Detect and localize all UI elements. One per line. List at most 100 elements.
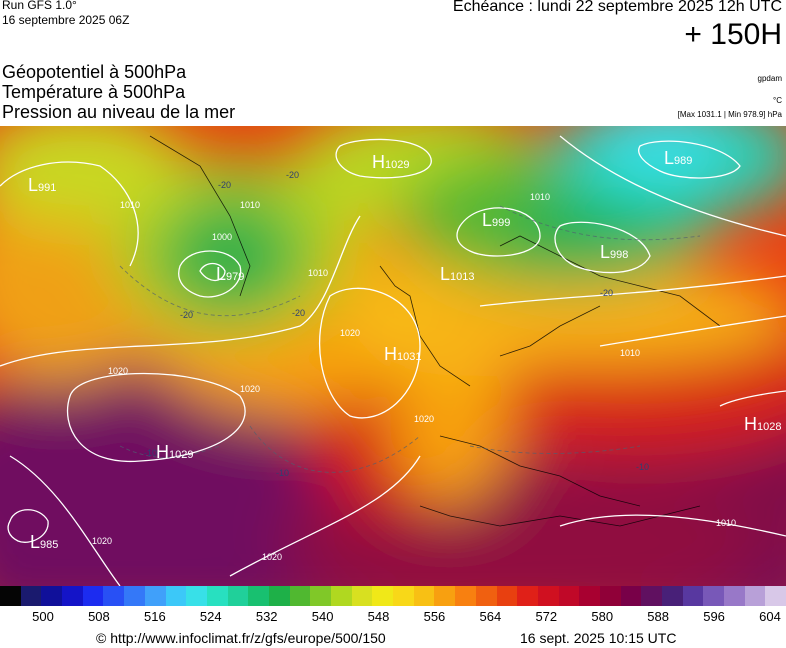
colorbar-cell [41, 586, 63, 606]
colorbar-cell [62, 586, 83, 606]
colorbar-cell [0, 586, 21, 606]
pressure-center: H1028 [744, 414, 781, 434]
colorbar-label: 572 [535, 609, 558, 624]
isobar-label: 1000 [212, 232, 232, 242]
colorbar-cell [517, 586, 538, 606]
colorbar-cell [475, 586, 497, 606]
colorbar [0, 586, 786, 606]
colorbar-cell [103, 586, 125, 606]
colorbar-label: 540 [311, 609, 334, 624]
pressure-center-value: 985 [40, 539, 58, 551]
pressure-center: H1031 [384, 344, 421, 364]
unit-temperature: °C [773, 96, 782, 105]
pressure-center-value: 1029 [385, 159, 409, 171]
pressure-center-value: 998 [610, 249, 628, 261]
pressure-center-kind: L [664, 148, 674, 168]
temperature-label: -20 [286, 170, 299, 180]
isotherms [119, 205, 701, 473]
pressure-center-value: 1028 [757, 421, 781, 433]
temperature-label: -20 [600, 288, 613, 298]
pressure-center-kind: H [384, 344, 397, 364]
isobar-label: 1010 [308, 268, 328, 278]
colorbar-cell [393, 586, 414, 606]
forecast-valid-time: Echéance : lundi 22 septembre 2025 12h U… [452, 0, 782, 15]
isobar-label: 1010 [716, 518, 736, 528]
source-url: © http://www.infoclimat.fr/z/gfs/europe/… [96, 630, 386, 646]
colorbar-cell [144, 586, 166, 606]
temperature-label: -20 [180, 310, 193, 320]
isobar-label: 1010 [240, 200, 260, 210]
colorbar-cell [434, 586, 456, 606]
colorbar-cell [310, 586, 331, 606]
isobar-label: 1010 [120, 200, 140, 210]
colorbar-label: 516 [143, 609, 166, 624]
pressure-center-kind: H [372, 152, 385, 172]
lead-time: + 150H [684, 18, 782, 51]
temperature-label: -10 [276, 468, 289, 478]
colorbar-cell [20, 586, 42, 606]
pressure-center: H1029 [156, 442, 193, 462]
pressure-center: L991 [28, 175, 56, 195]
colorbar-cell [206, 586, 228, 606]
pressure-center-value: 979 [226, 271, 244, 283]
run-label: Run GFS 1.0° [2, 0, 77, 12]
pressure-center-kind: H [156, 442, 169, 462]
isobar-label: 1020 [262, 552, 282, 562]
pressure-center-value: 999 [492, 217, 510, 229]
weather-map: H1029 L991 L979 H1031 L1013 L999 L998 L9… [0, 126, 786, 586]
pressure-minmax: [Max 1031.1 | Min 978.9] hPa [677, 110, 782, 119]
temperature-label: -10 [144, 448, 157, 458]
coastlines [149, 135, 721, 527]
colorbar-cell [641, 586, 662, 606]
colorbar-label: 548 [367, 609, 390, 624]
colorbar-cell [82, 586, 104, 606]
pressure-center-kind: L [216, 264, 226, 284]
colorbar-cell [413, 586, 435, 606]
colorbar-label: 604 [759, 609, 781, 624]
colorbar-cell [186, 586, 207, 606]
colorbar-cell [558, 586, 580, 606]
colorbar-cell [227, 586, 249, 606]
colorbar-cell [165, 586, 187, 606]
isobar-label: 1020 [340, 328, 360, 338]
isobar-label: 1010 [530, 192, 550, 202]
title-geopotential: Géopotentiel à 500hPa [2, 62, 187, 82]
pressure-center: L1013 [440, 264, 475, 284]
colorbar-label: 596 [703, 609, 725, 624]
isobars [0, 135, 786, 586]
colorbar-cell [703, 586, 725, 606]
colorbar-label: 500 [32, 609, 54, 624]
pressure-center: L999 [482, 210, 510, 230]
colorbar-label: 556 [423, 609, 446, 624]
colorbar-cell [662, 586, 683, 606]
isobar-label: 1020 [414, 414, 434, 424]
colorbar-cell [537, 586, 559, 606]
colorbar-cell [455, 586, 476, 606]
colorbar-label: 564 [479, 609, 502, 624]
pressure-centers: H1029 L991 L979 H1031 L1013 L999 L998 L9… [28, 148, 781, 552]
colorbar-label: 588 [647, 609, 669, 624]
generation-timestamp: 16 sept. 2025 10:15 UTC [520, 630, 677, 646]
colorbar-cell [724, 586, 745, 606]
colorbar-cell [765, 586, 786, 606]
colorbar-labels: 500 508 516 524 532 540 548 556 564 572 580 588 596 6… [0, 609, 786, 627]
geopotential-field [0, 126, 786, 586]
colorbar-label: 580 [591, 609, 614, 624]
pressure-center-value: 989 [674, 155, 692, 167]
pressure-center-kind: L [440, 264, 450, 284]
pressure-center-value: 1029 [169, 449, 193, 461]
pressure-center-kind: L [482, 210, 492, 230]
colorbar-cell [579, 586, 600, 606]
pressure-center-kind: L [30, 532, 40, 552]
isobar-labels: 1010 1010 1000 1010 1020 1020 1020 1020 … [92, 192, 736, 562]
isobar-label: 1020 [108, 366, 128, 376]
pressure-center-value: 991 [38, 182, 56, 194]
colorbar-cell [331, 586, 352, 606]
colorbar-cell [372, 586, 394, 606]
temperature-label: -10 [636, 462, 649, 472]
temperature-label: -20 [218, 180, 231, 190]
colorbar-cell [289, 586, 311, 606]
pressure-center: L979 [216, 264, 244, 284]
isobar-label: 1020 [240, 384, 260, 394]
colorbar-cell [620, 586, 642, 606]
